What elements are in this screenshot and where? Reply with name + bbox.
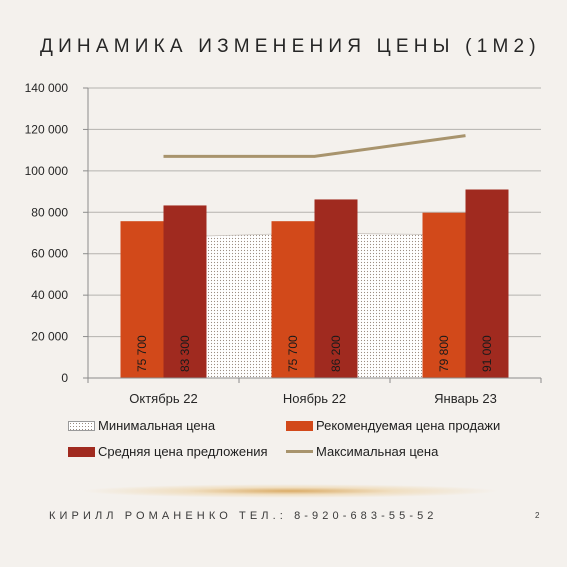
legend-swatch-min: [68, 420, 95, 431]
data-label-average: 91 000: [480, 335, 494, 372]
legend-item-max: Максимальная цена: [286, 444, 438, 459]
legend-swatch-avg: [68, 446, 95, 457]
y-tick-label: 60 000: [31, 247, 68, 261]
legend-label-min: Минимальная цена: [98, 418, 216, 433]
x-tick-label: Октябрь 22: [129, 391, 197, 406]
bar-recommended-price: [271, 221, 315, 378]
x-tick-label: Ноябрь 22: [283, 391, 346, 406]
data-label-recommended: 75 700: [135, 335, 149, 372]
bar-recommended-price: [422, 212, 466, 378]
data-label-recommended: 75 700: [286, 335, 300, 372]
data-label-average: 86 200: [329, 335, 343, 372]
chart-legend: Минимальная цена Рекомендуемая цена прод…: [68, 418, 548, 468]
data-label-average: 83 300: [178, 335, 192, 372]
slide-title: ДИНАМИКА ИЗМЕНЕНИЯ ЦЕНЫ (1М2): [40, 36, 541, 57]
x-tick-label: Январь 23: [434, 391, 497, 406]
y-tick-label: 0: [61, 371, 68, 385]
y-tick-label: 80 000: [31, 205, 68, 219]
max-price-line: [163, 134, 466, 158]
legend-item-min: Минимальная цена: [68, 418, 215, 433]
legend-swatch-max: [286, 450, 313, 453]
bar-recommended-price: [120, 221, 164, 378]
data-label-recommended: 79 800: [437, 335, 451, 372]
bar-average-offer-price: [314, 199, 358, 378]
y-tick-label: 20 000: [31, 330, 68, 344]
y-tick-label: 40 000: [31, 288, 68, 302]
decorative-glow-divider: [80, 484, 500, 498]
y-tick-label: 120 000: [25, 122, 69, 136]
legend-item-avg: Средняя цена предложения: [68, 444, 268, 459]
legend-item-rec: Рекомендуемая цена продажи: [286, 418, 500, 433]
price-dynamics-chart: 0 20 000 40 000 60 000 80 000 100 000 120 000 1…: [25, 81, 542, 406]
legend-label-max: Максимальная цена: [316, 444, 439, 459]
legend-label-avg: Средняя цена предложения: [98, 444, 268, 459]
bar-average-offer-price: [465, 189, 509, 378]
legend-swatch-rec: [286, 420, 313, 431]
legend-label-rec: Рекомендуемая цена продажи: [316, 418, 501, 433]
bar-average-offer-price: [163, 205, 207, 378]
page-number: 2: [535, 511, 540, 520]
y-tick-label: 100 000: [25, 164, 69, 178]
y-tick-label: 140 000: [25, 81, 69, 95]
footer-contact: КИРИЛЛ РОМАНЕНКО ТЕЛ.: 8-920-683-55-52: [49, 510, 438, 522]
